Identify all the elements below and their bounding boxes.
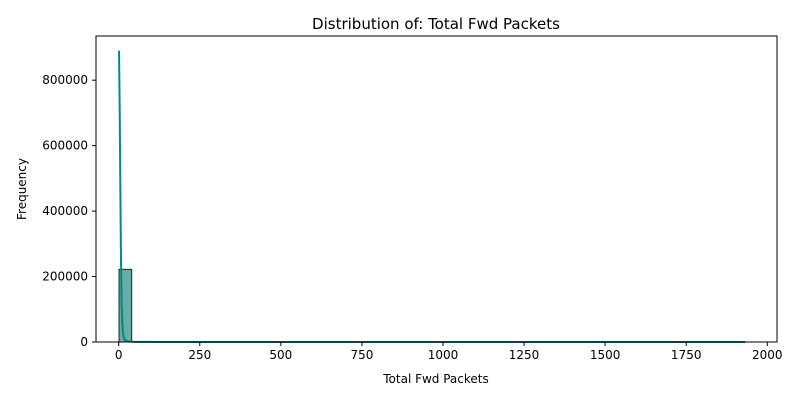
y-axis: 0 200000 400000 600000 800000	[42, 73, 96, 349]
y-tick-label: 600000	[42, 139, 88, 153]
y-tick-label: 0	[80, 335, 88, 349]
x-tick-label: 0	[115, 348, 123, 362]
y-tick-label: 400000	[42, 204, 88, 218]
x-tick-label: 1000	[428, 348, 459, 362]
x-tick-label: 1750	[671, 348, 702, 362]
x-tick-label: 2000	[752, 348, 783, 362]
x-tick-label: 250	[188, 348, 211, 362]
y-tick-label: 200000	[42, 270, 88, 284]
y-axis-label: Frequency	[15, 158, 29, 220]
x-tick-label: 1500	[590, 348, 621, 362]
y-tick-label: 800000	[42, 73, 88, 87]
x-tick-label: 1250	[509, 348, 540, 362]
x-tick-label: 500	[269, 348, 292, 362]
chart-title: Distribution of: Total Fwd Packets	[312, 15, 560, 33]
x-tick-label: 750	[350, 348, 373, 362]
x-axis-label: Total Fwd Packets	[382, 372, 489, 386]
plot-frame	[95, 35, 778, 343]
x-axis: 0 250 500 750 1000 1250 1500 1750 2000	[115, 342, 783, 362]
